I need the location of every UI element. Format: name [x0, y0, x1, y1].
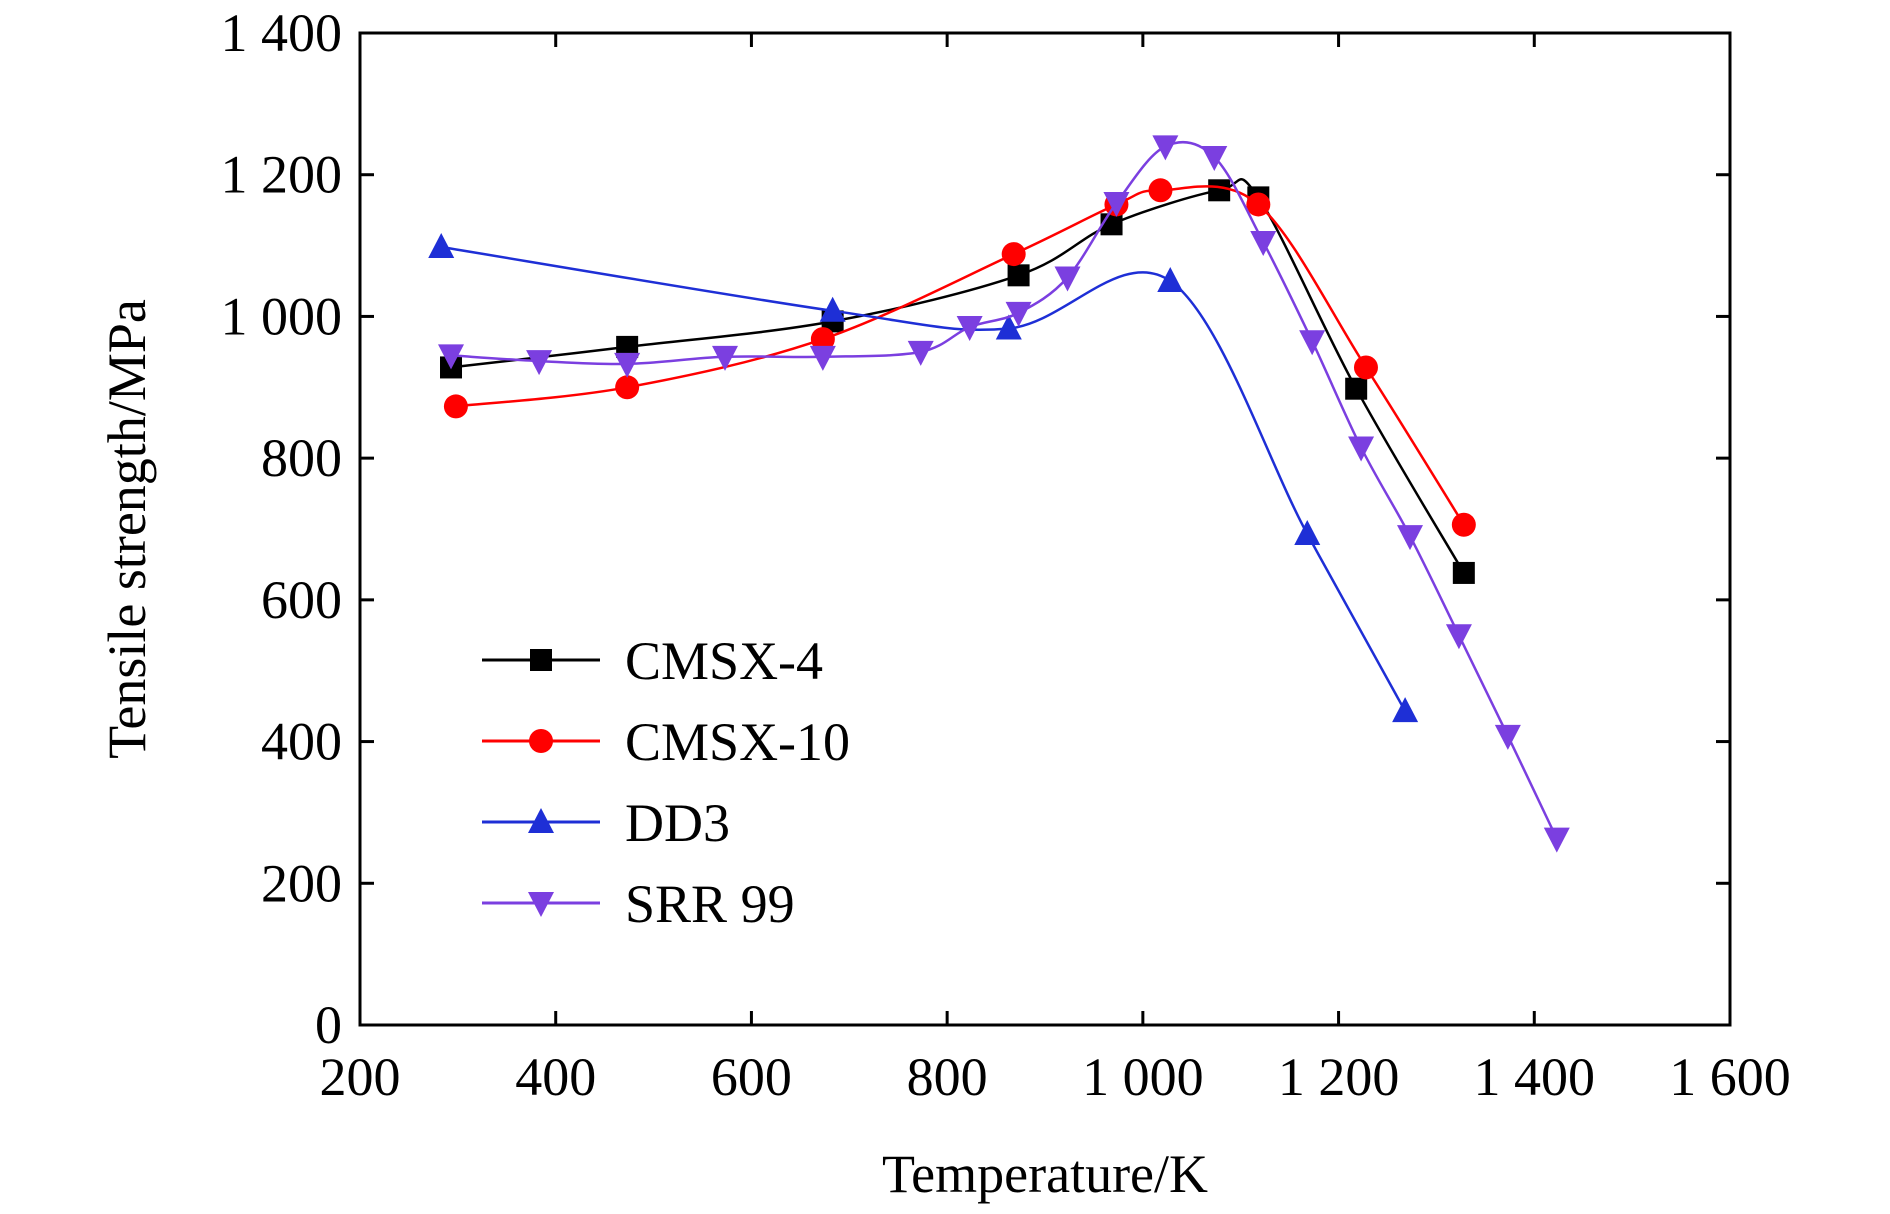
data-point-srr-99 [438, 344, 465, 370]
legend-item-cmsx-4: CMSX-4 [482, 631, 823, 691]
data-point-srr-99 [956, 316, 983, 342]
data-point-srr-99 [1201, 146, 1228, 171]
data-point-srr-99 [1543, 827, 1570, 853]
series-line-srr-99 [450, 140, 1558, 840]
data-point-srr-99 [1103, 192, 1130, 218]
x-tick-label: 400 [515, 1047, 596, 1107]
legend-marker [528, 808, 554, 833]
legend-label: CMSX-4 [625, 631, 823, 691]
data-point-dd3 [1157, 267, 1184, 292]
data-point-cmsx-10 [1001, 242, 1026, 267]
series-cmsx-4 [440, 178, 1475, 584]
data-point-srr-99 [526, 350, 553, 376]
legend-item-cmsx-10: CMSX-10 [482, 712, 850, 772]
data-point-srr-99 [1005, 301, 1032, 327]
series-cmsx-10 [443, 178, 1476, 537]
data-point-dd3 [819, 296, 846, 322]
data-point-dd3 [1294, 519, 1321, 545]
legend-label: SRR 99 [625, 874, 795, 934]
data-point-cmsx-10 [1148, 178, 1173, 203]
data-point-cmsx-10 [1246, 192, 1271, 217]
legend-item-srr-99: SRR 99 [482, 874, 795, 934]
data-point-cmsx-4 [1208, 179, 1231, 202]
series-layer [428, 135, 1570, 853]
data-point-srr-99 [1397, 525, 1424, 551]
x-tick-label: 800 [907, 1047, 988, 1107]
data-point-cmsx-4 [1452, 561, 1475, 584]
plot-frame [358, 31, 1732, 1027]
x-tick-label: 1 600 [1669, 1047, 1791, 1107]
data-point-srr-99 [907, 340, 934, 366]
axis-ticks [358, 31, 1732, 1027]
data-point-srr-99 [1054, 266, 1081, 292]
data-point-srr-99 [1152, 135, 1179, 161]
y-tick-label: 1 200 [221, 145, 343, 205]
y-tick-label: 800 [261, 428, 342, 488]
data-point-dd3 [1392, 697, 1419, 723]
y-tick-label: 200 [261, 853, 342, 913]
data-point-srr-99 [1348, 436, 1375, 462]
legend-item-dd3: DD3 [482, 793, 730, 853]
data-point-dd3 [428, 232, 455, 258]
data-point-srr-99 [1445, 624, 1472, 650]
series-line-dd3 [440, 245, 1407, 712]
legend-label: CMSX-10 [625, 712, 850, 772]
legend-marker [529, 729, 553, 753]
x-tick-label: 200 [320, 1047, 401, 1107]
legend: CMSX-4 CMSX-10 DD3 SRR 99 [482, 631, 850, 934]
series-line-cmsx-10 [455, 185, 1465, 526]
series-line-cmsx-4 [450, 178, 1465, 574]
series-dd3 [428, 232, 1419, 723]
data-point-srr-99 [1299, 330, 1326, 356]
series-srr-99 [438, 135, 1570, 853]
data-point-dd3 [995, 314, 1022, 340]
data-point-cmsx-4 [616, 335, 639, 358]
data-point-srr-99 [712, 345, 739, 371]
data-point-cmsx-10 [1353, 355, 1378, 380]
data-point-cmsx-10 [1451, 512, 1476, 537]
data-point-cmsx-10 [615, 375, 640, 400]
axis-tick-labels: 200 400 600 800 1 000 1 200 1 400 1 60002004006… [221, 3, 1791, 1107]
data-point-cmsx-4 [1007, 264, 1030, 287]
x-tick-label: 1 200 [1278, 1047, 1400, 1107]
y-tick-label: 0 [315, 995, 342, 1055]
data-point-srr-99 [1494, 724, 1521, 750]
x-axis-label: Temperature/K [882, 1144, 1208, 1204]
x-tick-label: 1 400 [1474, 1047, 1596, 1107]
data-point-srr-99 [1250, 231, 1277, 257]
legend-label: DD3 [625, 793, 730, 853]
y-tick-label: 1 000 [221, 286, 343, 346]
x-tick-label: 600 [711, 1047, 792, 1107]
legend-marker [530, 649, 552, 671]
data-point-srr-99 [614, 352, 641, 378]
data-point-srr-99 [809, 345, 836, 371]
x-tick-label: 1 000 [1082, 1047, 1204, 1107]
y-tick-label: 400 [261, 712, 342, 772]
y-axis-label: Tensile strength/MPa [97, 299, 157, 759]
y-tick-label: 600 [261, 570, 342, 630]
data-point-cmsx-4 [1345, 377, 1368, 400]
y-tick-label: 1 400 [221, 3, 343, 63]
data-point-cmsx-10 [443, 394, 468, 419]
legend-marker [528, 892, 554, 917]
data-point-cmsx-10 [810, 327, 835, 352]
